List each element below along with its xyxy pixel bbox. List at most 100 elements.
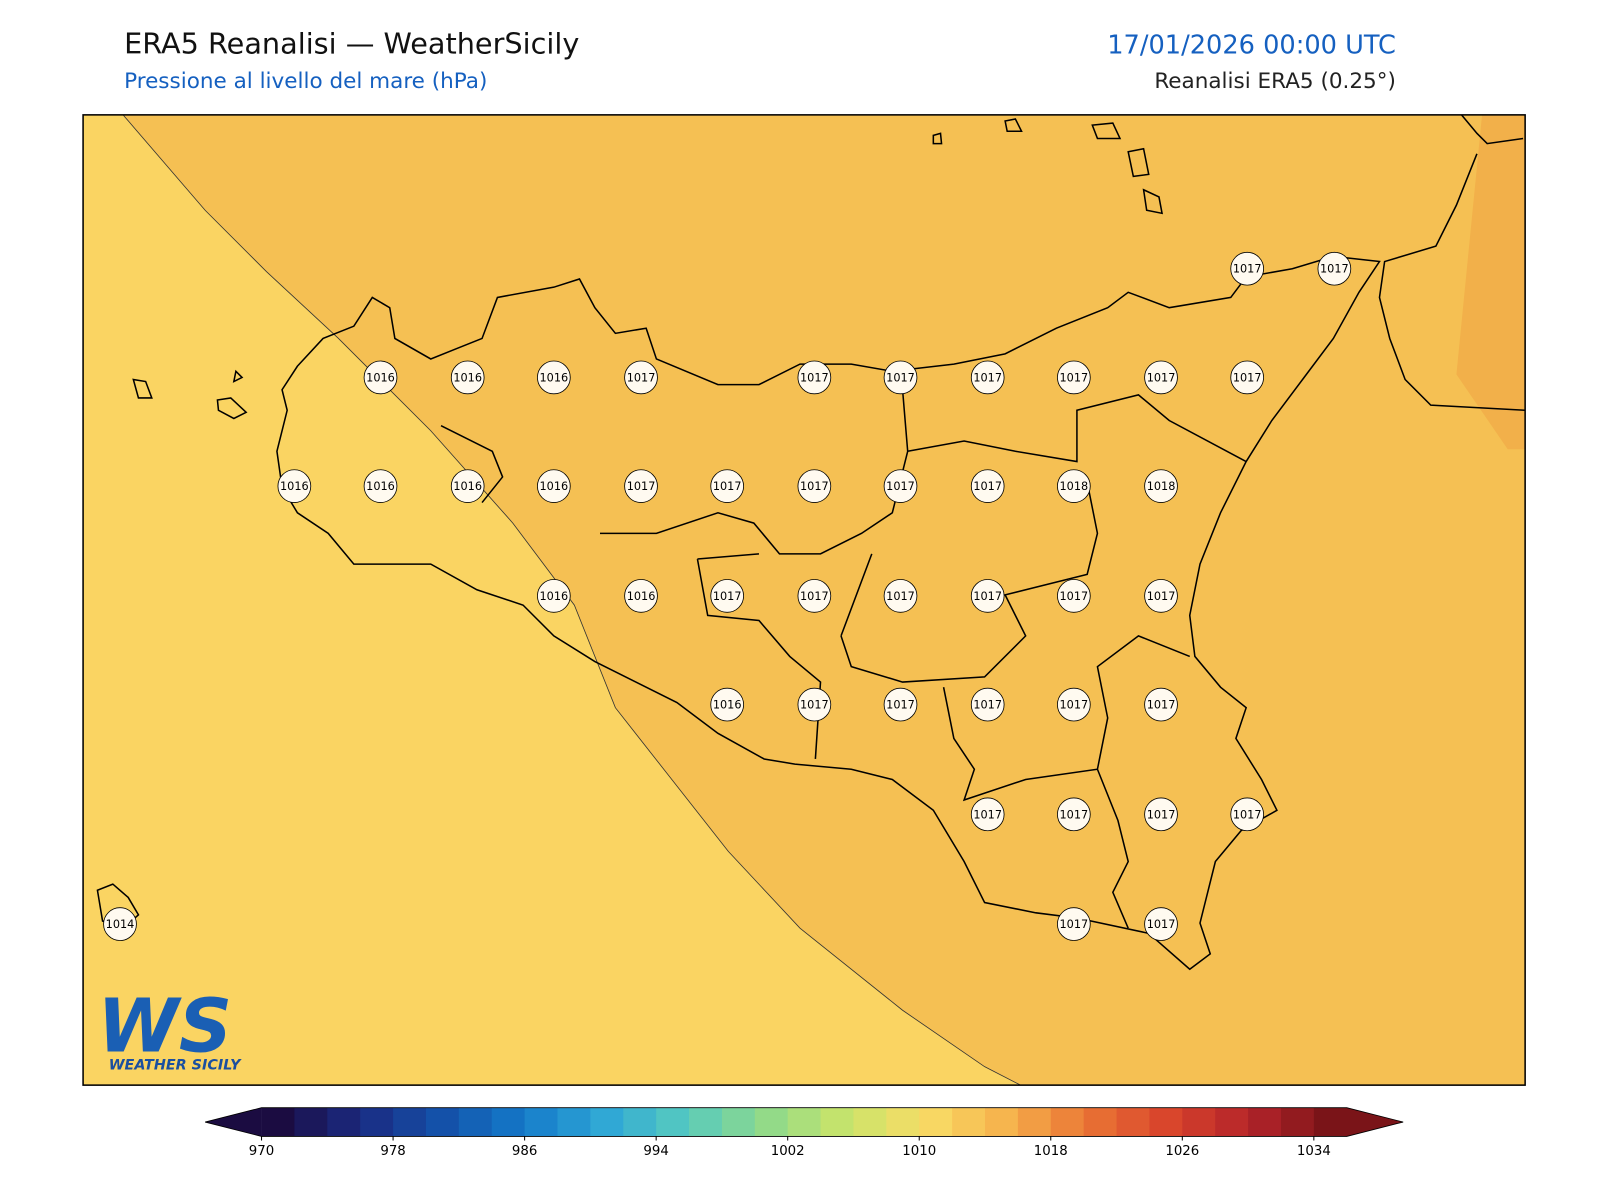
colorbar-bin [853,1107,887,1137]
station-marker [883,360,918,395]
station-value: 1017 [800,371,829,384]
station-value: 1016 [366,371,395,384]
station-value: 1017 [1147,918,1176,931]
station: 1017 [710,469,744,503]
station: 1017 [797,469,832,503]
station-value: 1018 [1147,480,1176,493]
station: 1017 [797,687,832,722]
colorbar: 970 978 986 994 1002 1010 1018 1026 1034 [205,1107,1404,1159]
colorbar-bin [1116,1107,1150,1137]
field-high [1456,114,1526,450]
station-value: 1017 [973,590,1002,603]
station: 1016 [450,360,485,395]
colorbar-bin [261,1107,295,1137]
station: 1017 [1144,797,1178,832]
station: 1017 [1230,360,1264,395]
station-value: 1017 [1233,263,1262,276]
station-marker [1144,579,1178,613]
colorbar-extend-high [1346,1107,1404,1137]
station-value: 1017 [886,699,915,712]
station-marker [103,907,137,941]
station-marker [970,469,1005,503]
colorbar-bin [1182,1107,1216,1137]
station-value: 1017 [973,480,1002,493]
station: 1016 [710,687,744,722]
station: 1018 [1057,469,1091,503]
station: 1017 [624,360,658,395]
station-marker [1057,469,1091,503]
station-value: 1017 [1320,263,1349,276]
station: 1017 [797,579,832,613]
colorbar-bin [1313,1107,1348,1137]
colorbar-bin [1017,1107,1052,1137]
colorbar-bin [1050,1107,1085,1137]
station-marker [1057,579,1091,613]
colorbar-tick-label: 1002 [771,1144,805,1159]
colorbar-bin [985,1107,1019,1137]
colorbar-tick-label: 970 [249,1144,274,1159]
station-marker [1144,360,1178,395]
station-marker [537,360,571,395]
station: 1017 [970,360,1005,395]
colorbar-bin [623,1107,657,1137]
station-value: 1017 [886,590,915,603]
colorbar-bin [458,1107,493,1137]
colorbar-tick-label: 994 [643,1144,668,1159]
station: 1017 [1057,797,1091,832]
station-marker [1057,907,1091,941]
station-marker [624,579,658,613]
station: 1017 [1144,907,1178,941]
station-value: 1016 [453,371,482,384]
station-marker [450,360,485,395]
colorbar-tick-label: 1026 [1165,1144,1199,1159]
station-value: 1017 [1147,699,1176,712]
station: 1017 [1057,687,1091,722]
station: 1017 [883,687,918,722]
station-value: 1016 [540,480,569,493]
station: 1017 [710,579,744,613]
station-value: 1017 [1060,590,1089,603]
station-value: 1016 [713,699,742,712]
source: Reanalisi ERA5 (0.25°) [1154,69,1396,94]
station-marker [363,360,398,395]
station-marker [883,687,918,722]
station: 1017 [883,360,918,395]
logo-name: WEATHER SICILY [109,1058,242,1074]
station-marker [1057,360,1091,395]
colorbar-bin [754,1107,789,1137]
station-value: 1017 [886,480,915,493]
colorbar-bin [656,1107,690,1137]
station: 1017 [1230,797,1264,832]
station-value: 1017 [886,371,915,384]
station-value: 1017 [627,480,656,493]
station-marker [883,579,918,613]
station-value: 1017 [627,371,656,384]
station-value: 1017 [973,371,1002,384]
colorbar-tick-label: 1034 [1297,1144,1331,1159]
station: 1016 [363,469,398,503]
colorbar-bin [919,1107,953,1137]
map: 1017 1017 1016 1016 1016 1017 1017 1017 1017 1017… [83,114,1526,1086]
station-value: 1016 [540,371,569,384]
station-marker [797,360,832,395]
station-value: 1017 [800,699,829,712]
colorbar-bin [820,1107,854,1137]
station-value: 1017 [1147,590,1176,603]
station: 1017 [1057,907,1091,941]
station-marker [1144,907,1178,941]
colorbar-bin [886,1107,920,1137]
station-value: 1017 [800,590,829,603]
station-marker [970,687,1005,722]
colorbar-bin [360,1107,394,1137]
station-marker [1057,797,1091,832]
logo-mark: WS [97,983,232,1069]
colorbar-bin [1083,1107,1118,1137]
datetime: 17/01/2026 00:00 UTC [1107,30,1396,60]
colorbar-bin [1280,1107,1315,1137]
isobar [122,114,1021,1086]
station-value: 1017 [1233,371,1262,384]
station-marker [1230,360,1264,395]
station-marker [1230,251,1264,286]
colorbar-bin [491,1107,526,1137]
